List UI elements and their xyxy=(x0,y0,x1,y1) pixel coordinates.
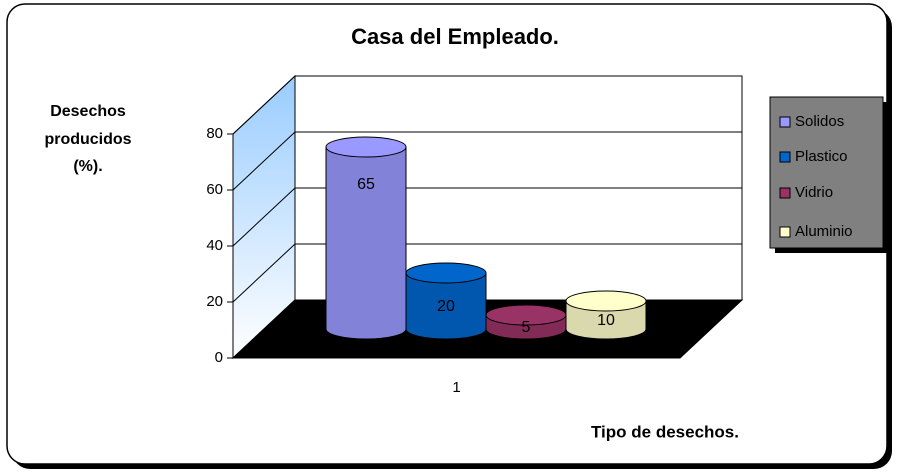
legend-swatch xyxy=(779,226,791,238)
y-tick-label: 40 xyxy=(206,237,223,254)
legend-label: Vidrio xyxy=(795,184,833,201)
bar-body xyxy=(565,300,647,340)
data-label: 20 xyxy=(437,298,455,315)
bar-body xyxy=(405,272,487,340)
legend-label: Solidos xyxy=(795,113,844,130)
data-label: 10 xyxy=(597,312,615,329)
legend-swatch xyxy=(779,116,791,128)
grid-line xyxy=(232,131,742,191)
data-label: 5 xyxy=(522,319,531,336)
bar-top xyxy=(565,290,647,312)
legend-label: Aluminio xyxy=(795,223,853,240)
x-axis-label: Tipo de desechos. xyxy=(591,422,739,441)
bar-body xyxy=(325,146,407,340)
y-axis-label: Desechos xyxy=(50,103,126,120)
grid-line xyxy=(232,243,742,303)
y-tick-label: 60 xyxy=(206,181,223,198)
legend-label: Plastico xyxy=(795,148,848,165)
legend xyxy=(769,96,884,249)
legend-swatch xyxy=(779,187,791,199)
y-axis-label: (%). xyxy=(73,158,102,175)
y-axis-label: producidos xyxy=(44,131,131,148)
bar-top xyxy=(405,262,487,284)
grid-line xyxy=(232,187,742,247)
plot-area: 0 20 40 60 80 1 65 20 5 10 xyxy=(206,74,744,396)
x-tick-label: 1 xyxy=(452,379,460,396)
legend-swatch xyxy=(779,151,791,163)
y-tick-label: 20 xyxy=(206,293,223,310)
y-tick-label: 0 xyxy=(215,349,223,366)
data-label: 65 xyxy=(357,176,375,193)
chart-title: Casa del Empleado. xyxy=(351,24,559,49)
grid-line xyxy=(232,75,742,135)
bar-top xyxy=(325,136,407,158)
y-tick-label: 80 xyxy=(206,125,223,142)
